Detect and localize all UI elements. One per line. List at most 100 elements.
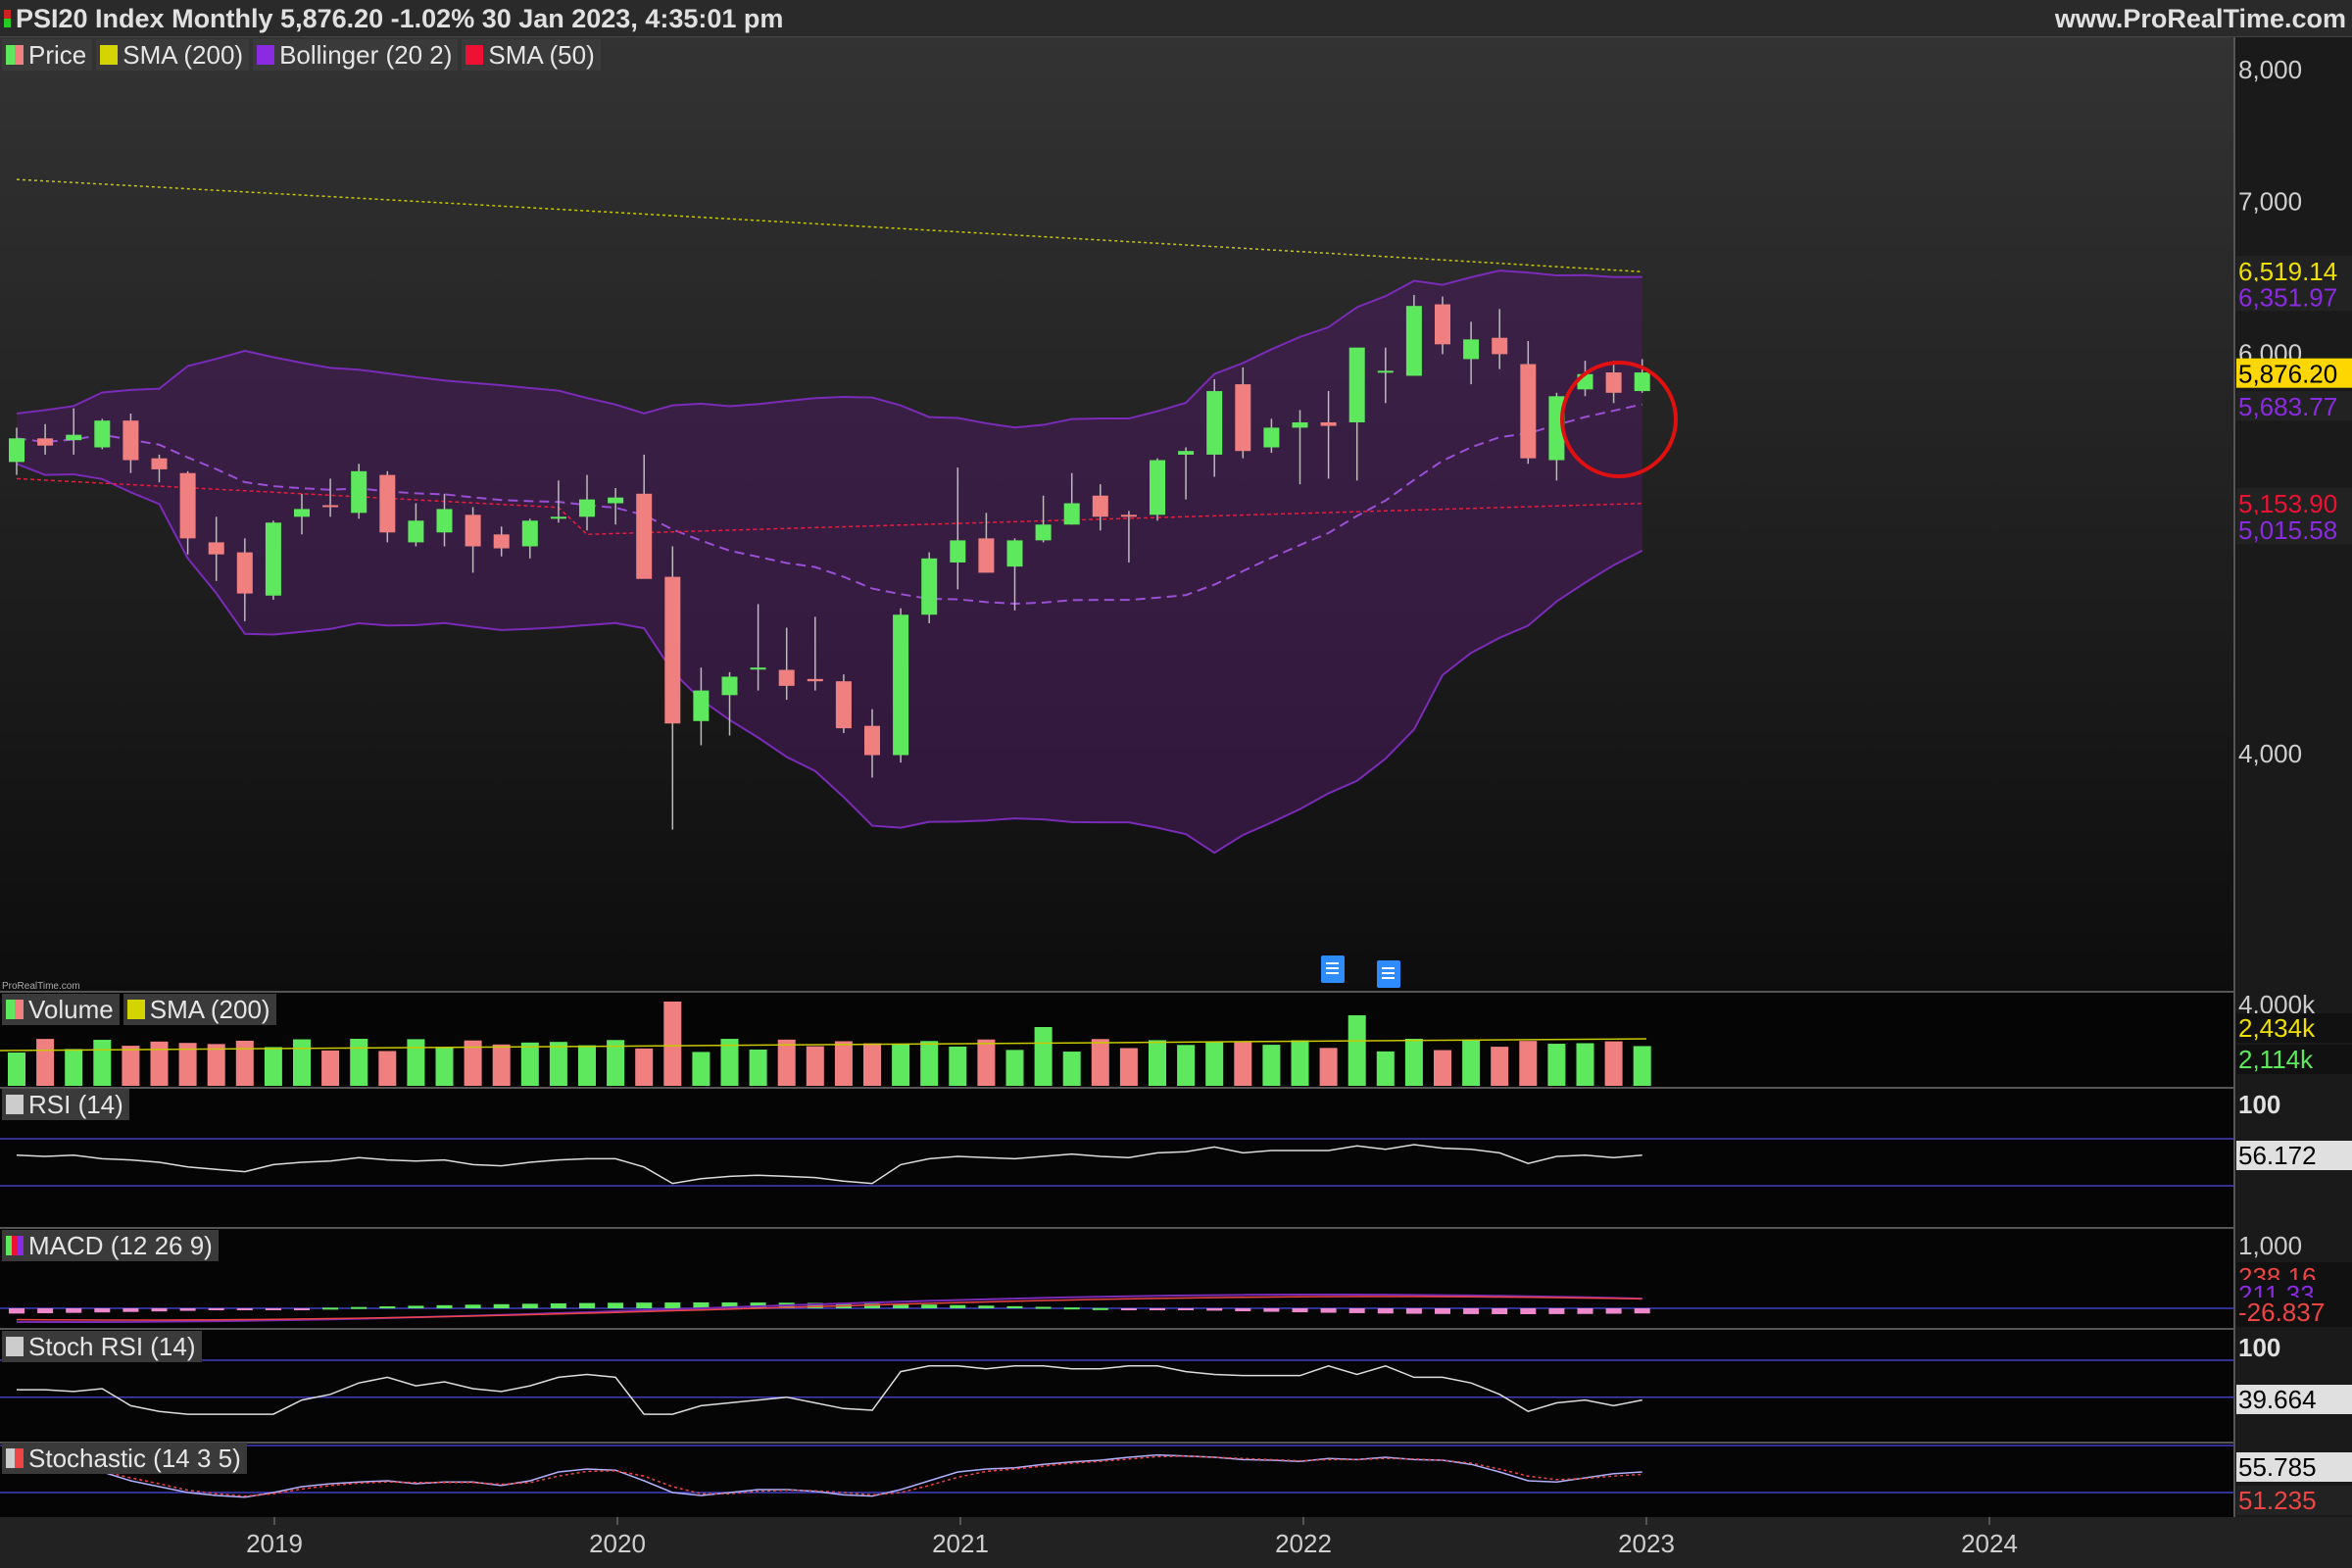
legend-rsi[interactable]: RSI (14) <box>2 1089 129 1120</box>
volume-bar <box>1177 1045 1196 1086</box>
macd-histogram-bar <box>864 1303 880 1308</box>
macd-histogram-bar <box>1435 1308 1450 1314</box>
legend-sma50[interactable]: SMA (50) <box>462 39 601 71</box>
time-tick-label: 2020 <box>589 1529 646 1558</box>
legend-label: Stochastic (14 3 5) <box>28 1443 241 1473</box>
candle-body <box>37 438 54 446</box>
candle-body <box>608 497 624 504</box>
volume-bar <box>692 1052 710 1086</box>
macd-histogram-bar <box>1120 1308 1137 1310</box>
value-badge-label: 6,351.97 <box>2238 282 2337 312</box>
volume-bar <box>549 1042 567 1086</box>
legend-label: Volume <box>28 994 114 1024</box>
volume-bar <box>150 1041 169 1086</box>
document-icon[interactable] <box>1321 956 1345 983</box>
value-badge <box>2236 256 2352 286</box>
candle-body <box>893 614 909 756</box>
price-tick-label: 4,000 <box>2238 739 2302 768</box>
value-badge-label: 56.172 <box>2238 1141 2317 1170</box>
macd-swatch <box>6 1236 24 1255</box>
legend-bollinger[interactable]: Bollinger (20 2) <box>253 39 459 71</box>
volume-bar <box>1519 1041 1538 1086</box>
chart-title: PSI20 Index Monthly 5,876.20 -1.02% 30 J… <box>16 4 784 33</box>
volume-bar <box>1633 1046 1651 1086</box>
value-badge <box>2236 281 2352 312</box>
macd-histogram-bar <box>1520 1308 1537 1314</box>
macd-histogram-bar <box>579 1302 595 1308</box>
value-badge-label: 51.235 <box>2238 1486 2317 1515</box>
macd-histogram-bar <box>693 1302 710 1308</box>
value-badge-label: 55.785 <box>2238 1452 2317 1482</box>
legend-volume-sma200[interactable]: SMA (200) <box>122 994 276 1025</box>
macd-line <box>16 1293 1642 1324</box>
macd-histogram-bar <box>1405 1308 1422 1314</box>
volume-bar <box>806 1046 824 1086</box>
candle-body <box>664 576 681 724</box>
macd-histogram-bar <box>921 1304 938 1308</box>
indicator-panel <box>0 992 2234 1088</box>
volume-legend: Volume SMA (200) <box>2 994 276 1025</box>
candle-body <box>436 509 453 533</box>
volume-bar <box>1062 1052 1081 1086</box>
legend-stochastic[interactable]: Stochastic (14 3 5) <box>2 1443 247 1474</box>
volume-bar <box>36 1039 55 1086</box>
candle-body <box>1178 451 1195 455</box>
candle-body <box>1235 384 1251 452</box>
indicator-panel <box>0 1329 2234 1443</box>
value-badge-label: 39.664 <box>2238 1385 2317 1414</box>
macd-histogram-bar <box>493 1303 510 1308</box>
legend-label: Bollinger (20 2) <box>279 39 453 70</box>
value-badge <box>2236 1045 2352 1074</box>
volume-bar <box>435 1047 454 1086</box>
volume-bar <box>777 1039 796 1086</box>
document-icon[interactable] <box>1377 960 1400 988</box>
volume-bar <box>663 1002 682 1086</box>
macd-histogram-bar <box>1292 1308 1308 1313</box>
stochrsi-legend: Stoch RSI (14) <box>2 1331 202 1362</box>
macd-histogram-bar <box>94 1308 111 1313</box>
volume-bar <box>1234 1042 1252 1086</box>
time-tick-label: 2019 <box>246 1529 303 1558</box>
value-badge-label: 5,876.20 <box>2238 360 2337 389</box>
macd-histogram-bar <box>608 1302 624 1308</box>
time-axis-bar <box>0 1517 2352 1568</box>
legend-sma200[interactable]: SMA (200) <box>96 39 250 71</box>
macd-histogram-bar <box>179 1308 196 1311</box>
candle-body <box>1063 503 1080 525</box>
macd-histogram-bar <box>1605 1308 1622 1314</box>
legend-volume[interactable]: Volume <box>2 994 120 1025</box>
value-badge-label: 2,114k <box>2238 1045 2314 1074</box>
value-badge-label: 5,683.77 <box>2238 392 2337 421</box>
candle-body <box>408 520 424 543</box>
legend-macd[interactable]: MACD (12 26 9) <box>2 1230 219 1261</box>
value-badge <box>2236 1486 2352 1515</box>
brand-link[interactable]: www.ProRealTime.com <box>2054 4 2346 33</box>
volume-bar <box>949 1046 967 1086</box>
candle-body <box>493 534 510 549</box>
legend-price[interactable]: Price <box>2 39 93 71</box>
macd-histogram-bar <box>807 1302 823 1308</box>
stoch-swatch <box>6 1448 24 1468</box>
macd-histogram-bar <box>151 1308 168 1312</box>
stochrsi-line <box>17 1365 1642 1415</box>
volume-bar <box>1491 1047 1509 1086</box>
macd-histogram-bar <box>1548 1308 1565 1314</box>
direction-flag-icon <box>4 10 11 27</box>
price-tick-label: 7,000 <box>2238 186 2302 216</box>
candle-body <box>1120 514 1137 517</box>
macd-histogram-bar <box>636 1302 653 1308</box>
candle-body <box>351 470 368 514</box>
candle-body <box>208 542 224 555</box>
legend-stochrsi[interactable]: Stoch RSI (14) <box>2 1331 202 1362</box>
macd-histogram-bar <box>236 1308 253 1310</box>
volume-bar <box>1604 1041 1623 1086</box>
sma200-line <box>16 178 1642 273</box>
candle-body <box>1348 347 1365 422</box>
candle-body <box>1092 495 1108 517</box>
volume-bar <box>520 1042 539 1086</box>
macd-histogram-bar <box>1235 1308 1251 1312</box>
macd-histogram-bar <box>1348 1308 1365 1313</box>
volume-bar <box>264 1047 282 1086</box>
value-badge <box>2236 1141 2352 1170</box>
legend-label: SMA (200) <box>149 994 270 1024</box>
